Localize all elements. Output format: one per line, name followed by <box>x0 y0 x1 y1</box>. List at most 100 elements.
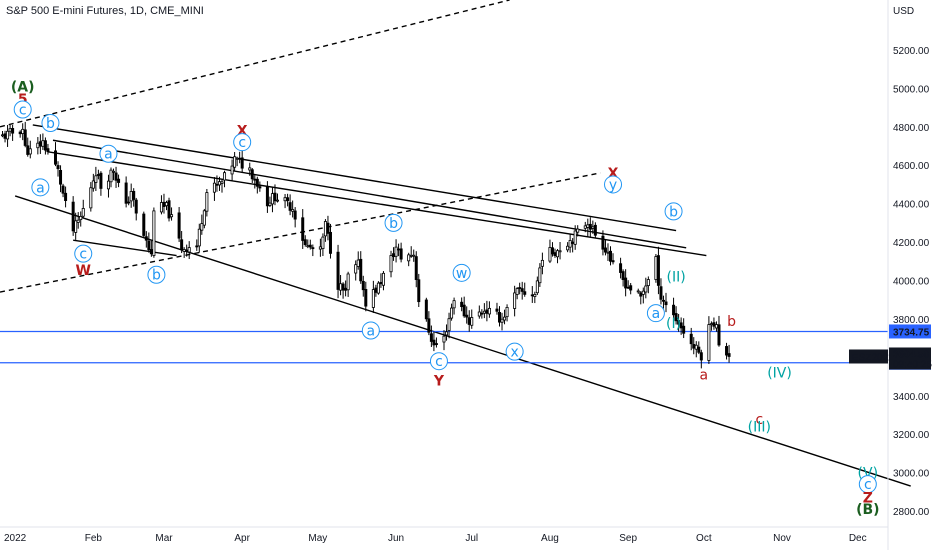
wave-label: a <box>652 306 661 322</box>
time-axis-tick-label: Dec <box>849 533 867 544</box>
candle-body <box>215 183 219 186</box>
candle-body <box>144 236 148 241</box>
candle-body <box>639 292 643 297</box>
wave-label-circle <box>31 178 50 197</box>
candle-body <box>364 289 368 307</box>
price-axis-tick-label: 3200.00 <box>893 430 930 441</box>
candle-body <box>394 246 398 257</box>
candle-body <box>288 202 292 211</box>
price-axis-tick-label: 3400.00 <box>893 392 930 403</box>
candle-body <box>717 324 721 346</box>
candle-body <box>467 317 471 325</box>
candle-body <box>485 309 489 314</box>
wave-label: Z <box>863 491 873 507</box>
candle-body <box>23 129 27 146</box>
wave-label: Y <box>433 373 445 389</box>
wave-label: W <box>76 263 91 279</box>
wave-label-circle <box>505 342 524 361</box>
candle-body <box>6 130 10 140</box>
candle-body <box>497 312 501 323</box>
candle-body <box>434 343 438 345</box>
trendlines-layer <box>0 0 911 487</box>
candle-body <box>462 304 466 317</box>
candle-body <box>626 286 630 289</box>
candle-body <box>71 201 75 232</box>
candle-body <box>197 228 201 247</box>
wave-label-circle <box>646 304 665 323</box>
candle-body <box>556 250 560 258</box>
candle-body <box>427 318 431 333</box>
candle-body <box>530 294 534 297</box>
candle-body <box>200 223 204 231</box>
price-axis-tick-label: 4800.00 <box>893 123 930 134</box>
candle-body <box>64 192 68 201</box>
candle-body <box>106 180 110 190</box>
candle-body <box>291 209 295 212</box>
candle-body <box>692 344 696 349</box>
wave-label-circle <box>384 213 403 232</box>
candle-body <box>397 248 401 251</box>
price-axis-tick-label: 2800.00 <box>893 507 930 518</box>
trend-line <box>0 172 601 293</box>
price-axis-tick-label: 4000.00 <box>893 277 930 288</box>
candle-body <box>518 287 522 289</box>
candle-body <box>46 148 50 153</box>
wave-label: c <box>755 412 763 428</box>
time-axis-tick-label: Nov <box>773 533 791 544</box>
candle-body <box>220 181 224 184</box>
candle-body <box>659 286 663 300</box>
candle-body <box>588 223 592 230</box>
candle-body <box>356 259 360 267</box>
candle-body <box>205 192 209 212</box>
candle-body <box>505 307 509 318</box>
candle-body <box>91 180 95 189</box>
wave-label-circle <box>74 244 93 263</box>
candle-body <box>301 217 305 241</box>
price-axis-tick-label: 4200.00 <box>893 238 930 249</box>
time-axis[interactable]: 2022 Feb Mar Apr May Jun Jul Aug Sep Oct Nov Dec <box>4 533 867 544</box>
candle-body <box>182 249 186 252</box>
price-axis-tick-label: 4400.00 <box>893 200 930 211</box>
candle-body <box>1 134 5 137</box>
candle-body <box>477 311 481 317</box>
price-axis[interactable]: 5200.00 5000.00 4800.00 4600.00 4400.00 4200.… <box>893 46 930 518</box>
candle-body <box>134 199 138 214</box>
wave-label: X <box>237 124 248 140</box>
candle-body <box>566 245 570 251</box>
candles-layer <box>1 121 731 369</box>
candle-body <box>306 245 310 248</box>
candle-body <box>354 264 358 274</box>
candle-body <box>583 225 587 229</box>
candle-body <box>240 157 244 169</box>
candle-body <box>61 185 65 194</box>
candle-body <box>624 277 628 289</box>
candle-body <box>417 279 421 303</box>
candle-body <box>656 255 660 286</box>
candle-body <box>513 292 517 309</box>
candle-body <box>712 322 716 327</box>
wave-label: b <box>669 204 678 220</box>
wave-label-circle <box>429 352 448 371</box>
candle-body <box>54 150 58 165</box>
candle-body <box>275 199 279 202</box>
candle-body <box>646 279 650 286</box>
candle-body <box>515 288 519 295</box>
candle-body <box>689 333 693 345</box>
candle-body <box>409 254 413 257</box>
trend-line <box>0 0 510 128</box>
candle-body <box>94 175 98 183</box>
time-axis-tick-label: Aug <box>541 533 559 544</box>
candle-body <box>3 133 7 139</box>
candle-body <box>636 290 640 293</box>
price-axis-tick-label: 3800.00 <box>893 315 930 326</box>
candle-body <box>341 283 345 291</box>
candle-body <box>482 310 486 314</box>
candle-body <box>374 287 378 293</box>
candle-body <box>273 192 277 202</box>
candle-body <box>495 308 499 312</box>
candle-body <box>503 316 507 321</box>
candle-body <box>109 169 113 183</box>
candle-body <box>533 294 537 297</box>
candle-body <box>500 318 504 323</box>
